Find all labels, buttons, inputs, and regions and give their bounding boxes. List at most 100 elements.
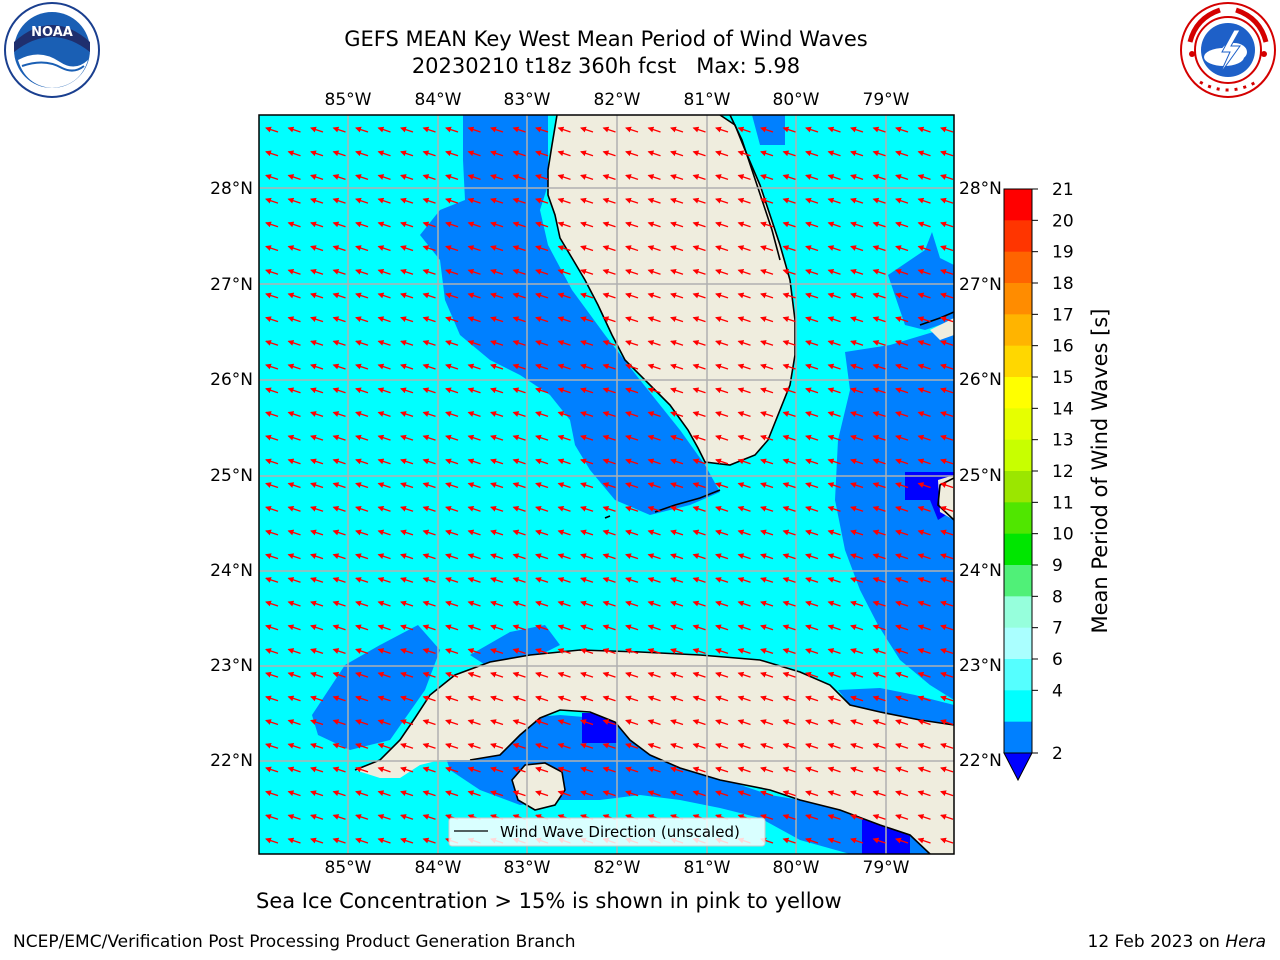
wave-direction-arrow (895, 482, 909, 489)
wave-direction-arrow (557, 174, 571, 181)
lon-tick-bottom: 81°W (684, 858, 731, 878)
wave-direction-arrow (760, 387, 774, 394)
wave-direction-arrow (467, 221, 481, 228)
wave-direction-arrow (377, 695, 391, 702)
wave-direction-arrow (377, 553, 391, 560)
wave-direction-arrow (782, 363, 796, 370)
wave-direction-arrow (827, 363, 841, 370)
wave-direction-arrow (557, 292, 571, 299)
wave-direction-arrow (377, 600, 391, 607)
wave-direction-arrow (310, 150, 324, 157)
wave-direction-arrow (490, 363, 504, 370)
wave-direction-arrow (715, 577, 729, 583)
wave-direction-arrow (580, 434, 594, 441)
wave-direction-arrow (850, 505, 864, 512)
wave-direction-arrow (310, 671, 324, 678)
wave-direction-arrow (850, 482, 864, 489)
wave-direction-arrow (917, 766, 931, 773)
wave-direction-arrow (737, 505, 751, 512)
wave-direction-arrow (805, 505, 819, 512)
wave-direction-arrow (355, 268, 369, 275)
wave-direction-arrow (917, 814, 931, 820)
wave-direction-arrow (940, 245, 954, 252)
wave-direction-arrow (445, 529, 459, 536)
wave-direction-arrow (670, 340, 684, 346)
wave-direction-arrow (490, 482, 504, 489)
wave-direction-arrow (872, 197, 886, 204)
wave-direction-arrow (422, 529, 436, 536)
wave-direction-arrow (670, 600, 684, 607)
wave-direction-arrow (940, 363, 954, 370)
wave-direction-arrow (782, 837, 796, 844)
wave-direction-arrow (355, 577, 369, 583)
wave-direction-arrow (310, 814, 324, 820)
wave-direction-arrow (647, 316, 661, 323)
wave-direction-arrow (490, 600, 504, 607)
wave-direction-arrow (805, 150, 819, 157)
wave-direction-arrow (400, 742, 414, 749)
colorbar-segment (1004, 502, 1032, 535)
wave-direction-arrow (782, 482, 796, 489)
wave-direction-arrow (422, 553, 436, 560)
wave-direction-arrow (377, 671, 391, 678)
wave-direction-arrow (782, 671, 796, 678)
wave-direction-arrow (647, 719, 661, 726)
wave-direction-arrow (467, 363, 481, 370)
wave-direction-arrow (310, 695, 324, 702)
wave-direction-arrow (287, 411, 301, 418)
wave-direction-arrow (625, 221, 639, 228)
wave-direction-arrow (647, 434, 661, 441)
wave-direction-arrow (872, 126, 886, 133)
wave-direction-arrow (490, 221, 504, 228)
wave-direction-arrow (445, 434, 459, 441)
wave-direction-arrow (332, 719, 346, 726)
wave-direction-arrow (850, 197, 864, 204)
wave-direction-arrow (760, 197, 774, 204)
wave-direction-arrow (287, 719, 301, 726)
footer-date: 12 Feb 2023 on Hera (1088, 932, 1266, 952)
wave-direction-arrow (332, 221, 346, 228)
wave-direction-arrow (782, 434, 796, 441)
wave-direction-arrow (310, 387, 324, 394)
wave-direction-arrow (445, 624, 459, 631)
wave-direction-arrow (310, 292, 324, 299)
wave-direction-arrow (850, 434, 864, 441)
wave-direction-arrow (940, 529, 954, 536)
colorbar-segment (1004, 471, 1032, 503)
wave-direction-arrow (512, 292, 526, 299)
wave-direction-arrow (850, 340, 864, 346)
legend-label: Wind Wave Direction (unscaled) (500, 823, 740, 841)
wave-direction-arrow (467, 292, 481, 299)
wave-direction-arrow (782, 505, 796, 512)
colorbar-tick-label: 9 (1052, 556, 1063, 576)
wave-direction-arrow (557, 221, 571, 228)
wave-direction-arrow (872, 363, 886, 370)
wave-direction-arrow (422, 766, 436, 773)
wave-direction-arrow (512, 221, 526, 228)
lon-tick-top: 83°W (504, 90, 551, 110)
wave-direction-arrow (377, 505, 391, 512)
wave-direction-arrow (287, 742, 301, 749)
wave-direction-arrow (602, 292, 616, 299)
wave-direction-arrow (850, 292, 864, 299)
wave-direction-arrow (400, 529, 414, 536)
wave-direction-arrow (310, 553, 324, 560)
wave-direction-arrow (872, 340, 886, 346)
wave-direction-arrow (895, 600, 909, 607)
wave-direction-arrow (625, 600, 639, 607)
wave-direction-arrow (557, 150, 571, 157)
wave-direction-arrow (332, 292, 346, 299)
wave-direction-arrow (827, 411, 841, 418)
wave-direction-arrow (265, 174, 279, 181)
wave-direction-arrow (535, 553, 549, 560)
wave-direction-arrow (445, 553, 459, 560)
wave-direction-arrow (355, 126, 369, 133)
wave-direction-arrow (310, 719, 324, 726)
wave-direction-arrow (512, 268, 526, 275)
wave-direction-arrow (827, 245, 841, 252)
wave-direction-arrow (670, 529, 684, 536)
wave-direction-arrow (647, 600, 661, 607)
wave-direction-arrow (827, 553, 841, 560)
wave-direction-arrow (512, 482, 526, 489)
wave-direction-arrow (287, 577, 301, 583)
